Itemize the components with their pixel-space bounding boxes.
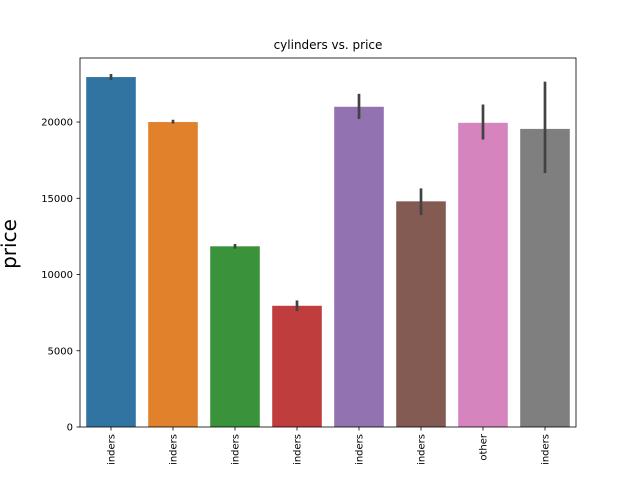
error-bars-layer bbox=[109, 74, 547, 312]
y-tick-label-2: 10000 bbox=[41, 270, 73, 281]
x-axis: inders inders inders inders inders inders othe… bbox=[107, 427, 552, 465]
y-axis-title: price bbox=[0, 219, 21, 269]
bar-5 bbox=[396, 201, 446, 427]
chart-title: cylinders vs. price bbox=[274, 38, 383, 52]
y-tick-label-0: 0 bbox=[67, 423, 73, 434]
x-tick-label-1: inders bbox=[169, 434, 180, 465]
x-tick-label-6: other bbox=[479, 433, 490, 461]
bar-1 bbox=[148, 122, 198, 427]
y-tick-label-4: 20000 bbox=[41, 118, 73, 129]
y-tick-label-1: 5000 bbox=[48, 346, 73, 357]
x-tick-label-0: inders bbox=[107, 434, 118, 465]
bar-4 bbox=[334, 106, 384, 427]
y-tick-label-3: 15000 bbox=[41, 194, 73, 205]
bars-layer bbox=[86, 77, 570, 428]
bar-7 bbox=[520, 128, 570, 427]
x-tick-label-4: inders bbox=[355, 434, 366, 465]
y-axis: 0 5000 10000 15000 20000 bbox=[41, 118, 80, 434]
x-tick-label-2: inders bbox=[231, 434, 242, 465]
bar-3 bbox=[272, 305, 322, 427]
x-tick-label-5: inders bbox=[417, 434, 428, 465]
x-tick-label-7: inders bbox=[541, 434, 552, 465]
bar-0 bbox=[86, 77, 136, 428]
bar-6 bbox=[458, 122, 508, 428]
plot-frame bbox=[79, 57, 577, 428]
bar-2 bbox=[210, 246, 260, 427]
x-tick-label-3: inders bbox=[293, 434, 304, 465]
